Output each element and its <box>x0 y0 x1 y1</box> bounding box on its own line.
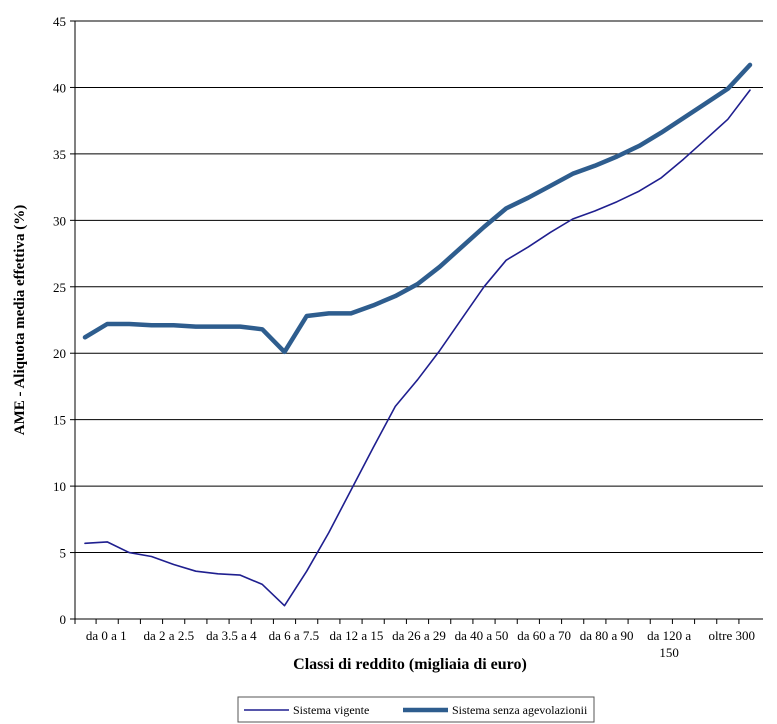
axes <box>74 21 763 624</box>
y-tick-label: 15 <box>53 413 66 428</box>
y-axis-tick-labels: 0 5 10 15 20 25 30 35 40 45 <box>53 14 66 627</box>
y-tick-label: 5 <box>60 546 67 561</box>
x-axis-label: Classi di reddito (migliaia di euro) <box>293 656 527 673</box>
y-axis-label: AME - Aliquota media effettiva (%) <box>12 205 28 435</box>
y-tick-label: 0 <box>60 612 67 627</box>
gridlines <box>70 20 763 620</box>
y-tick-label: 35 <box>53 147 66 162</box>
x-tick-label: da 120 a 150 <box>647 628 691 660</box>
series-lines <box>82 62 753 607</box>
series-line-sistema-vigente <box>84 89 751 607</box>
x-axis-tick-labels: da 0 a 1 da 2 a 2.5 da 3.5 a 4 da 6 a 7.5 da… <box>86 628 755 660</box>
y-tick-label: 40 <box>53 80 66 95</box>
x-tick-label: oltre 300 <box>708 628 755 643</box>
legend-label-sistema-senza-agevolazionii: Sistema senza agevolazionii <box>452 703 588 717</box>
x-tick-label: da 12 a 15 <box>330 628 384 643</box>
x-tick-label: da 3.5 a 4 <box>206 628 257 643</box>
y-tick-label: 45 <box>53 14 66 29</box>
y-tick-label: 25 <box>53 280 66 295</box>
legend-label-sistema-vigente: Sistema vigente <box>293 703 369 717</box>
x-tick-label: da 6 a 7.5 <box>269 628 320 643</box>
x-tick-label: da 80 a 90 <box>580 628 634 643</box>
x-tick-label: da 0 a 1 <box>86 628 127 643</box>
series-line-sistema-senza-agevolazionii <box>82 62 753 355</box>
legend: Sistema vigente Sistema senza agevolazio… <box>237 696 595 723</box>
y-tick-label: 20 <box>53 346 66 361</box>
y-tick-label: 30 <box>53 213 66 228</box>
x-tick-label: da 40 a 50 <box>455 628 509 643</box>
x-tick-label: da 2 a 2.5 <box>144 628 195 643</box>
y-tick-label: 10 <box>53 479 66 494</box>
x-tick-label: da 60 a 70 <box>517 628 571 643</box>
x-tick-label: da 26 a 29 <box>392 628 446 643</box>
